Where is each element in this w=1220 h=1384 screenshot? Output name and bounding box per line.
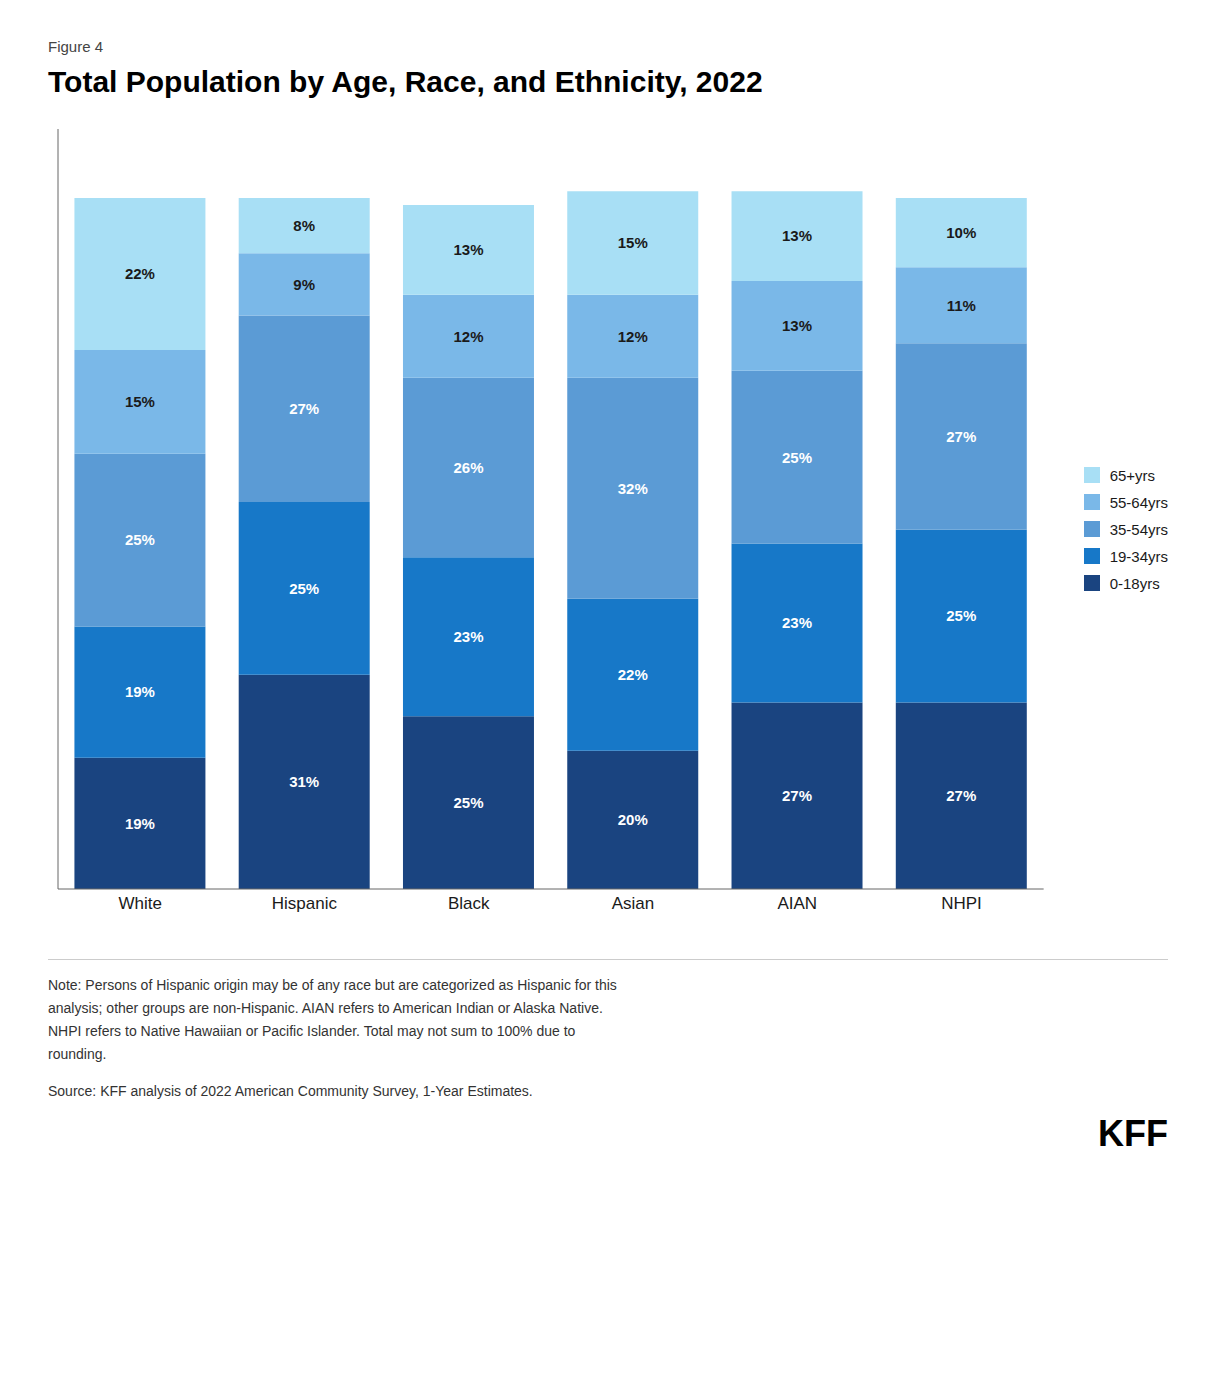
svg-text:9%: 9% xyxy=(293,276,315,293)
html-text:Figure 4: Figure 4 xyxy=(48,38,103,55)
svg-text:31%: 31% xyxy=(289,773,319,790)
html-text:Source: KFF analysis of 2022 A: Source: KFF analysis of 2022 American Co… xyxy=(48,1083,533,1100)
svg-text:32%: 32% xyxy=(618,480,648,497)
svg-text:19%: 19% xyxy=(125,815,155,832)
svg-text:13%: 13% xyxy=(782,317,812,334)
svg-text:25%: 25% xyxy=(453,794,483,811)
svg-text:12%: 12% xyxy=(618,328,648,345)
html-text:19-34yrs: 19-34yrs xyxy=(1109,547,1168,565)
svg-text:8%: 8% xyxy=(293,217,315,234)
svg-text:27%: 27% xyxy=(946,428,976,445)
svg-text:AIAN: AIAN xyxy=(777,894,817,913)
svg-text:25%: 25% xyxy=(946,607,976,624)
html-text:Total Population by Age, Race,: Total Population by Age, Race, and Ethni… xyxy=(48,65,763,98)
html-text:65+yrs: 65+yrs xyxy=(1109,466,1156,484)
svg-text:NHPI: NHPI xyxy=(941,894,982,913)
html-text:Note: Persons of Hispanic orig: Note: Persons of Hispanic origin may be … xyxy=(48,977,617,1063)
svg-text:11%: 11% xyxy=(947,297,976,314)
svg-text:10%: 10% xyxy=(946,224,976,241)
svg-text:22%: 22% xyxy=(125,265,155,282)
svg-text:27%: 27% xyxy=(289,400,319,417)
svg-text:25%: 25% xyxy=(782,449,812,466)
svg-text:20%: 20% xyxy=(618,811,648,828)
svg-text:Asian: Asian xyxy=(612,894,655,913)
svg-text:13%: 13% xyxy=(453,241,483,258)
svg-text:23%: 23% xyxy=(782,614,812,631)
svg-text:27%: 27% xyxy=(946,787,976,804)
svg-text:25%: 25% xyxy=(289,580,319,597)
svg-text:12%: 12% xyxy=(453,328,483,345)
svg-text:22%: 22% xyxy=(618,666,648,683)
svg-text:23%: 23% xyxy=(453,628,483,645)
svg-text:19%: 19% xyxy=(125,683,155,700)
svg-text:Hispanic: Hispanic xyxy=(272,894,338,913)
svg-text:White: White xyxy=(118,894,161,913)
html-text:55-64yrs: 55-64yrs xyxy=(1109,493,1168,511)
svg-text:25%: 25% xyxy=(125,531,155,548)
html-text:KFF: KFF xyxy=(1098,1113,1168,1155)
html-text:0-18yrs: 0-18yrs xyxy=(1109,574,1160,592)
svg-text:26%: 26% xyxy=(453,459,483,476)
svg-text:27%: 27% xyxy=(782,787,812,804)
svg-text:13%: 13% xyxy=(782,227,812,244)
svg-text:15%: 15% xyxy=(125,393,155,410)
svg-text:Black: Black xyxy=(448,894,490,913)
svg-text:15%: 15% xyxy=(618,234,648,251)
html-text:35-54yrs: 35-54yrs xyxy=(1109,520,1168,538)
